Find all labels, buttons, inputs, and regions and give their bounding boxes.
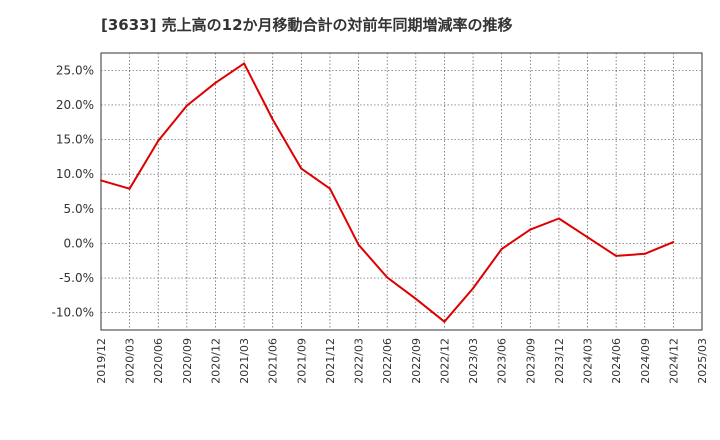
x-tick-label: 2023/06 (496, 338, 509, 384)
chart-title: [3633] 売上高の12か月移動合計の対前年同期増減率の推移 (101, 16, 513, 34)
x-tick-label: 2020/06 (152, 338, 165, 384)
x-tick-label: 2019/12 (95, 338, 108, 384)
data-point (214, 81, 217, 84)
data-point (615, 254, 618, 257)
data-point (271, 118, 274, 121)
y-tick-label: 0.0% (64, 236, 95, 250)
x-tick-label: 2023/03 (467, 338, 480, 384)
x-tick-label: 2020/12 (209, 338, 222, 384)
data-point (672, 241, 675, 244)
x-tick-label: 2020/03 (124, 338, 137, 384)
y-tick-label: -5.0% (59, 271, 94, 285)
data-point (128, 187, 131, 190)
y-tick-label: 15.0% (56, 133, 94, 147)
y-tick-label: 10.0% (56, 167, 94, 181)
x-tick-label: 2025/03 (696, 338, 709, 384)
data-point (185, 104, 188, 107)
data-point (586, 236, 589, 239)
y-tick-label: -10.0% (52, 306, 94, 320)
data-point (557, 217, 560, 220)
x-tick-label: 2023/09 (524, 338, 537, 384)
x-tick-label: 2020/09 (181, 338, 194, 384)
data-point (300, 167, 303, 170)
x-tick-label: 2021/06 (267, 338, 280, 384)
y-tick-label: 5.0% (64, 202, 95, 216)
data-point (500, 247, 503, 250)
data-point (386, 276, 389, 279)
data-point (643, 252, 646, 255)
data-point (529, 228, 532, 231)
y-axis-ticks: -10.0% -5.0% 0.0% 5.0% 10.0% 15.0% 20.0% 25.0% (52, 63, 94, 319)
x-tick-label: 2024/03 (582, 338, 595, 384)
x-tick-label: 2024/06 (610, 338, 623, 384)
data-point (157, 139, 160, 142)
data-point (414, 297, 417, 300)
x-tick-label: 2022/09 (410, 338, 423, 384)
x-tick-label: 2024/09 (639, 338, 652, 384)
x-tick-label: 2022/06 (381, 338, 394, 384)
x-axis-ticks: 2019/12 2020/03 2020/06 2020/09 2020/12 2021/… (95, 338, 709, 384)
series-layer (100, 62, 675, 323)
data-point (243, 62, 246, 65)
x-tick-label: 2023/12 (553, 338, 566, 384)
y-tick-label: 25.0% (56, 63, 94, 77)
x-tick-label: 2022/12 (438, 338, 451, 384)
x-tick-label: 2021/03 (238, 338, 251, 384)
gridlines (101, 53, 702, 330)
data-point (472, 287, 475, 290)
data-point (357, 243, 360, 246)
x-tick-label: 2024/12 (667, 338, 680, 384)
plot-area (100, 52, 703, 331)
data-point (100, 179, 102, 182)
x-tick-label: 2022/03 (353, 338, 366, 384)
data-point (443, 320, 446, 323)
y-tick-label: 20.0% (56, 98, 94, 112)
x-tick-label: 2021/09 (295, 338, 308, 384)
x-tick-label: 2021/12 (324, 338, 337, 384)
data-point (328, 187, 331, 190)
